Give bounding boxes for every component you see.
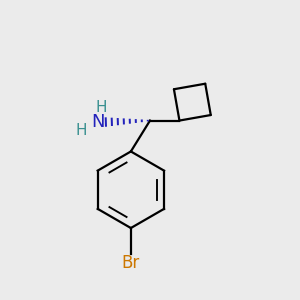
Text: H: H [75, 123, 87, 138]
Text: Br: Br [122, 254, 140, 272]
Text: H: H [96, 100, 107, 115]
Text: N: N [92, 113, 105, 131]
